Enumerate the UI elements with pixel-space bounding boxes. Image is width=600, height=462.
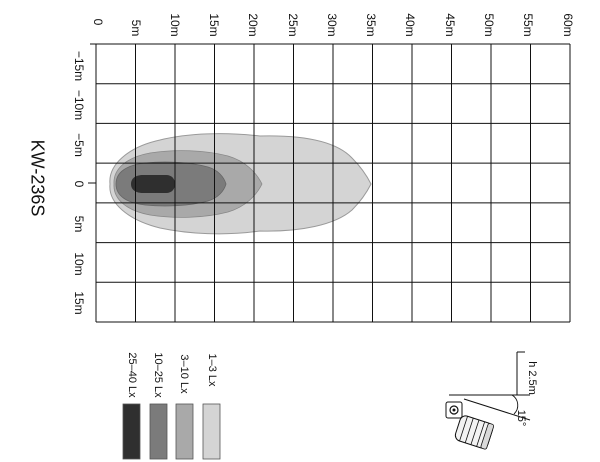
legend-swatch — [149, 403, 168, 460]
distance-label-60: 60m — [561, 13, 575, 36]
distance-label-20: 20m — [246, 13, 260, 36]
grid — [88, 43, 571, 323]
legend-label: 3–10 Lx — [178, 354, 190, 394]
width-label-10: 10m — [72, 252, 86, 275]
width-label-neg15: −15m — [72, 51, 86, 81]
distance-axis: 0 5m 10m 15m 20m 25m 30m 35m 40m 45m 50m… — [91, 13, 575, 36]
distance-label-55: 55m — [521, 13, 535, 36]
distance-label-40: 40m — [403, 13, 417, 36]
distance-label-50: 50m — [482, 13, 496, 36]
legend-label: 1–3 Lx — [206, 353, 218, 387]
mounting-diagram: h 2.5m 15° — [445, 351, 538, 450]
bracket-bolt-icon — [449, 405, 459, 415]
legend-label: 10–25 Lx — [152, 352, 164, 398]
width-label-neg10: −10m — [72, 90, 86, 120]
legend-swatch — [202, 403, 221, 460]
width-label-5: 5m — [72, 216, 86, 233]
width-label-neg5: −5m — [72, 133, 86, 157]
mount-tilt-label: 15° — [515, 410, 527, 427]
zone-25-40-lx — [131, 175, 175, 193]
distance-label-45: 45m — [443, 13, 457, 36]
distance-label-5: 5m — [129, 20, 143, 37]
mount-height-label: h 2.5m — [526, 361, 538, 395]
tilt-arc — [511, 394, 519, 415]
legend-swatch — [175, 403, 194, 460]
legend-label: 25–40 Lx — [126, 352, 138, 398]
beam-tilt-line — [463, 398, 531, 421]
beam-pattern — [109, 133, 372, 235]
distance-label-10: 10m — [168, 13, 182, 36]
work-light-icon — [454, 415, 495, 450]
distance-label-0: 0 — [91, 19, 105, 26]
legend-item-25-40-lx: 25–40 Lx — [122, 352, 141, 460]
width-label-15: 15m — [72, 291, 86, 314]
legend-item-1-3-lx: 1–3 Lx — [202, 353, 221, 460]
distance-label-15: 15m — [207, 13, 221, 36]
distance-label-30: 30m — [325, 13, 339, 36]
legend-item-10-25-lx: 10–25 Lx — [149, 352, 168, 460]
legend: 1–3 Lx 3–10 Lx 10–25 Lx 25–40 Lx — [122, 352, 221, 460]
distance-label-25: 25m — [286, 13, 300, 36]
legend-swatch — [122, 403, 141, 460]
legend-item-3-10-lx: 3–10 Lx — [175, 354, 194, 460]
width-label-0: 0 — [72, 181, 86, 188]
model-title: KW-236S — [27, 140, 47, 217]
width-axis: −15m −10m −5m 0 5m 10m 15m — [72, 51, 86, 315]
distance-label-35: 35m — [364, 13, 378, 36]
bracket-bolt-center-icon — [452, 408, 456, 412]
